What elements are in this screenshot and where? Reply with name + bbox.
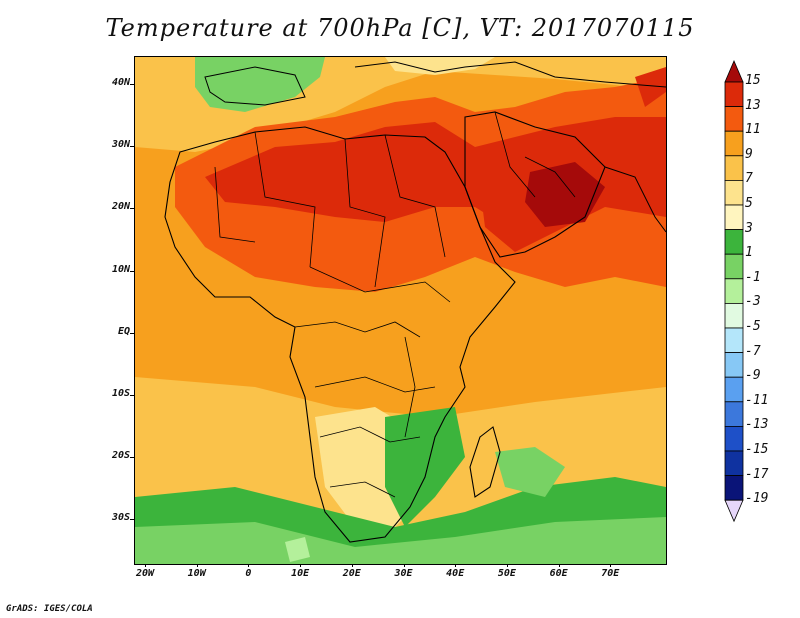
colorbar-swatch: [724, 229, 744, 255]
field-east-max: [635, 67, 666, 107]
colorbar-label: -1: [745, 269, 761, 285]
colorbar-label: -11: [745, 392, 769, 408]
lat-tick-label: 30S: [111, 512, 130, 524]
iberia-coastline: [204, 66, 306, 106]
colorbar-label: 3: [745, 220, 753, 236]
field-europe-yellow: [385, 57, 495, 75]
lon-tick-mark: [455, 563, 457, 567]
lon-tick-label: 10E: [291, 568, 310, 579]
lon-tick-label: 50E: [497, 568, 516, 579]
lat-tick-mark: [130, 270, 134, 272]
colorbar-swatch: [724, 180, 744, 206]
lon-tick-label: 60E: [549, 568, 568, 579]
lon-tick-mark: [351, 563, 353, 567]
colorbar-swatch: [724, 475, 744, 501]
colorbar-label: 13: [745, 97, 761, 113]
colorbar-swatch: [724, 106, 744, 132]
colorbar-bottom-arrow: [724, 499, 744, 523]
lon-tick-label: 10W: [187, 568, 206, 579]
lon-tick-label: 40E: [446, 568, 465, 579]
field-arabia-peak: [525, 162, 605, 227]
field-cold-pocket: [285, 537, 310, 562]
colorbar-label: 1: [745, 245, 753, 261]
lon-tick-mark: [248, 563, 250, 567]
colorbar-label: -3: [745, 294, 761, 310]
lon-tick-label: 20E: [342, 568, 361, 579]
colorbar-label: -13: [745, 417, 769, 433]
lat-tick-label: 40N: [111, 77, 130, 88]
lon-tick-mark: [300, 563, 302, 567]
colorbar-label: 9: [745, 146, 753, 162]
lat-tick-mark: [130, 208, 134, 210]
colorbar-swatch: [724, 130, 744, 157]
lon-tick-mark: [506, 563, 508, 567]
eurasia-coastline: [354, 61, 666, 88]
field-iberia-green: [195, 57, 325, 112]
credit-label: GrADS: IGES/COLA: [6, 604, 93, 614]
lon-tick-mark: [558, 563, 560, 567]
lat-tick-mark: [130, 332, 134, 334]
lat-tick-label: 20N: [111, 201, 130, 213]
colorbar-label: -19: [745, 491, 769, 507]
arabia-coastline: [464, 111, 606, 258]
lat-tick-label: 20S: [111, 450, 130, 462]
field-southern-lightgreen: [135, 517, 666, 564]
colorbar-label: -5: [745, 319, 761, 334]
colorbar-swatch: [724, 401, 744, 427]
colorbar-swatch: [724, 302, 744, 329]
lon-tick-mark: [196, 563, 198, 567]
colorbar-swatch: [724, 425, 744, 452]
colorbar-swatch: [724, 278, 744, 304]
colorbar-swatch: [724, 450, 744, 477]
color-scale-bar: [724, 60, 744, 523]
country-borders: [214, 111, 576, 498]
lat-tick-label: EQ: [117, 325, 130, 337]
africa-coastline: [164, 126, 516, 543]
colorbar-swatch: [724, 327, 744, 354]
colorbar-swatch: [724, 155, 744, 181]
colorbar-label: 7: [745, 171, 753, 187]
lon-tick-mark: [610, 563, 612, 567]
colorbar-label: -17: [745, 466, 769, 482]
colorbar-label: -7: [745, 343, 761, 359]
lon-tick-label: 0: [245, 568, 252, 579]
lon-tick-label: 20W: [135, 568, 155, 579]
colorbar-label: 11: [745, 122, 761, 138]
colorbar-swatch: [724, 376, 744, 403]
colorbar-label: -15: [745, 442, 769, 457]
lon-tick-label: 70E: [601, 568, 620, 579]
india-coastline: [604, 166, 666, 233]
colorbar-label: -9: [745, 368, 761, 384]
colorbar-swatch: [724, 81, 744, 108]
lon-tick-mark: [145, 563, 146, 567]
lat-tick-mark: [130, 146, 134, 148]
lat-tick-mark: [130, 519, 134, 521]
colorbar-label: 15: [745, 73, 761, 88]
colorbar-label: 5: [745, 196, 753, 211]
lat-tick-mark: [130, 84, 134, 85]
lon-tick-label: 30E: [394, 568, 413, 579]
lat-tick-label: 10S: [111, 388, 130, 399]
colorbar-swatch: [724, 204, 744, 231]
colorbar-top-arrow: [724, 60, 744, 83]
madagascar-coastline: [469, 426, 501, 498]
field-indian-ocean-green: [495, 447, 565, 497]
lat-tick-mark: [130, 457, 134, 459]
lat-tick-label: 10N: [111, 263, 130, 275]
lon-tick-mark: [403, 563, 405, 567]
colorbar-swatch: [724, 352, 744, 378]
temperature-field: [135, 57, 666, 564]
lat-tick-label: 30N: [111, 139, 130, 151]
colorbar-swatch: [724, 253, 744, 280]
temperature-map: [134, 56, 667, 565]
chart-title: Temperature at 700hPa [C], VT: 201707011…: [105, 14, 695, 42]
lat-tick-mark: [130, 395, 134, 396]
